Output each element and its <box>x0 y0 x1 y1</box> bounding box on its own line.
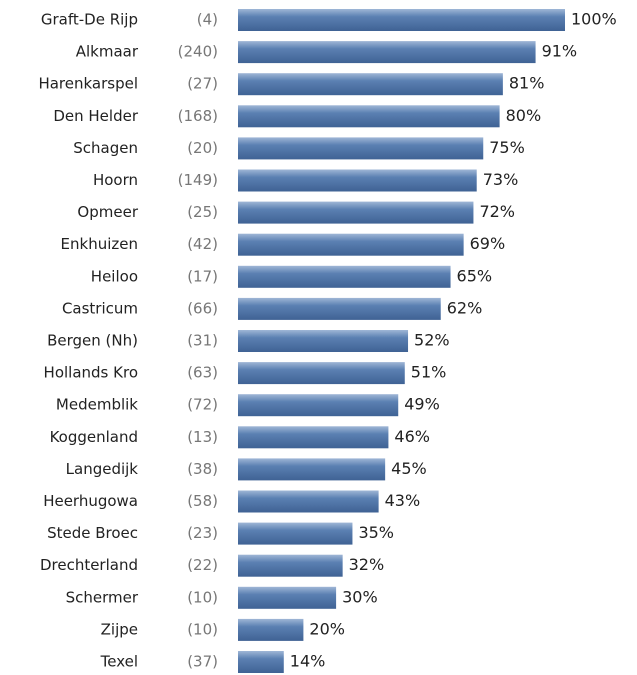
bar <box>238 9 565 31</box>
category-label: Heiloo <box>91 267 138 285</box>
category-label: Stede Broec <box>47 524 138 542</box>
count-label: (37) <box>187 653 218 671</box>
value-label: 72% <box>479 202 515 221</box>
bar <box>238 297 441 320</box>
count-label: (168) <box>178 107 218 125</box>
category-label: Heerhugowa <box>43 492 138 510</box>
value-label: 51% <box>411 363 447 382</box>
bar <box>238 458 386 481</box>
value-label: 100% <box>571 10 617 29</box>
category-label: Hollands Kro <box>44 364 138 382</box>
bar <box>238 41 536 64</box>
count-label: (10) <box>187 588 218 606</box>
count-label: (240) <box>178 43 218 61</box>
value-label: 52% <box>414 331 450 350</box>
category-label: Drechterland <box>40 556 138 574</box>
value-label: 49% <box>404 395 440 414</box>
category-label: Harenkarspel <box>38 75 138 93</box>
bar <box>238 651 284 673</box>
category-label: Schagen <box>73 139 138 157</box>
count-label: (72) <box>187 396 218 414</box>
count-label: (20) <box>187 139 218 157</box>
category-label: Koggenland <box>50 428 138 446</box>
value-label: 65% <box>457 266 493 285</box>
value-label: 32% <box>349 555 385 574</box>
bar <box>238 618 304 641</box>
category-label: Hoorn <box>93 171 138 189</box>
category-label: Opmeer <box>77 203 138 221</box>
bar <box>238 105 500 128</box>
bar <box>238 522 353 545</box>
count-label: (17) <box>187 267 218 285</box>
category-label: Den Helder <box>53 107 138 125</box>
category-label: Langedijk <box>66 460 139 478</box>
value-label: 20% <box>309 619 345 638</box>
bar <box>238 169 477 192</box>
value-label: 43% <box>385 491 421 510</box>
bar <box>238 233 464 256</box>
value-label: 35% <box>358 523 394 542</box>
category-label: Schermer <box>66 588 139 606</box>
count-label: (23) <box>187 524 218 542</box>
bar <box>238 265 451 288</box>
count-label: (13) <box>187 428 218 446</box>
category-label: Castricum <box>62 299 138 317</box>
category-label: Medemblik <box>56 396 138 414</box>
value-label: 73% <box>483 170 519 189</box>
category-label: Zijpe <box>101 620 138 638</box>
bar <box>238 394 399 417</box>
category-label: Graft-De Rijp <box>41 11 138 29</box>
value-label: 14% <box>290 652 326 671</box>
category-label: Enkhuizen <box>61 235 138 253</box>
bar <box>238 554 343 577</box>
count-label: (149) <box>178 171 218 189</box>
bar <box>238 362 405 385</box>
count-label: (10) <box>187 620 218 638</box>
value-label: 62% <box>447 298 483 317</box>
bar <box>238 73 503 96</box>
value-label: 69% <box>470 234 506 253</box>
value-label: 80% <box>506 106 542 125</box>
count-label: (58) <box>187 492 218 510</box>
bar <box>238 330 409 352</box>
category-label: Alkmaar <box>76 43 139 61</box>
category-label: Bergen (Nh) <box>47 332 138 350</box>
bar <box>238 586 337 609</box>
value-label: 81% <box>509 74 545 93</box>
value-label: 30% <box>342 587 378 606</box>
value-label: 75% <box>489 138 525 157</box>
count-label: (38) <box>187 460 218 478</box>
count-label: (63) <box>187 364 218 382</box>
value-label: 46% <box>394 427 430 446</box>
bar <box>238 426 389 449</box>
count-label: (4) <box>197 11 218 29</box>
count-label: (31) <box>187 332 218 350</box>
bar <box>238 201 474 224</box>
value-label: 45% <box>391 459 427 478</box>
bar <box>238 490 379 513</box>
bar <box>238 137 484 160</box>
category-label: Texel <box>100 653 138 671</box>
value-label: 91% <box>542 42 578 61</box>
count-label: (42) <box>187 235 218 253</box>
count-label: (25) <box>187 203 218 221</box>
count-label: (66) <box>187 299 218 317</box>
count-label: (22) <box>187 556 218 574</box>
count-label: (27) <box>187 75 218 93</box>
